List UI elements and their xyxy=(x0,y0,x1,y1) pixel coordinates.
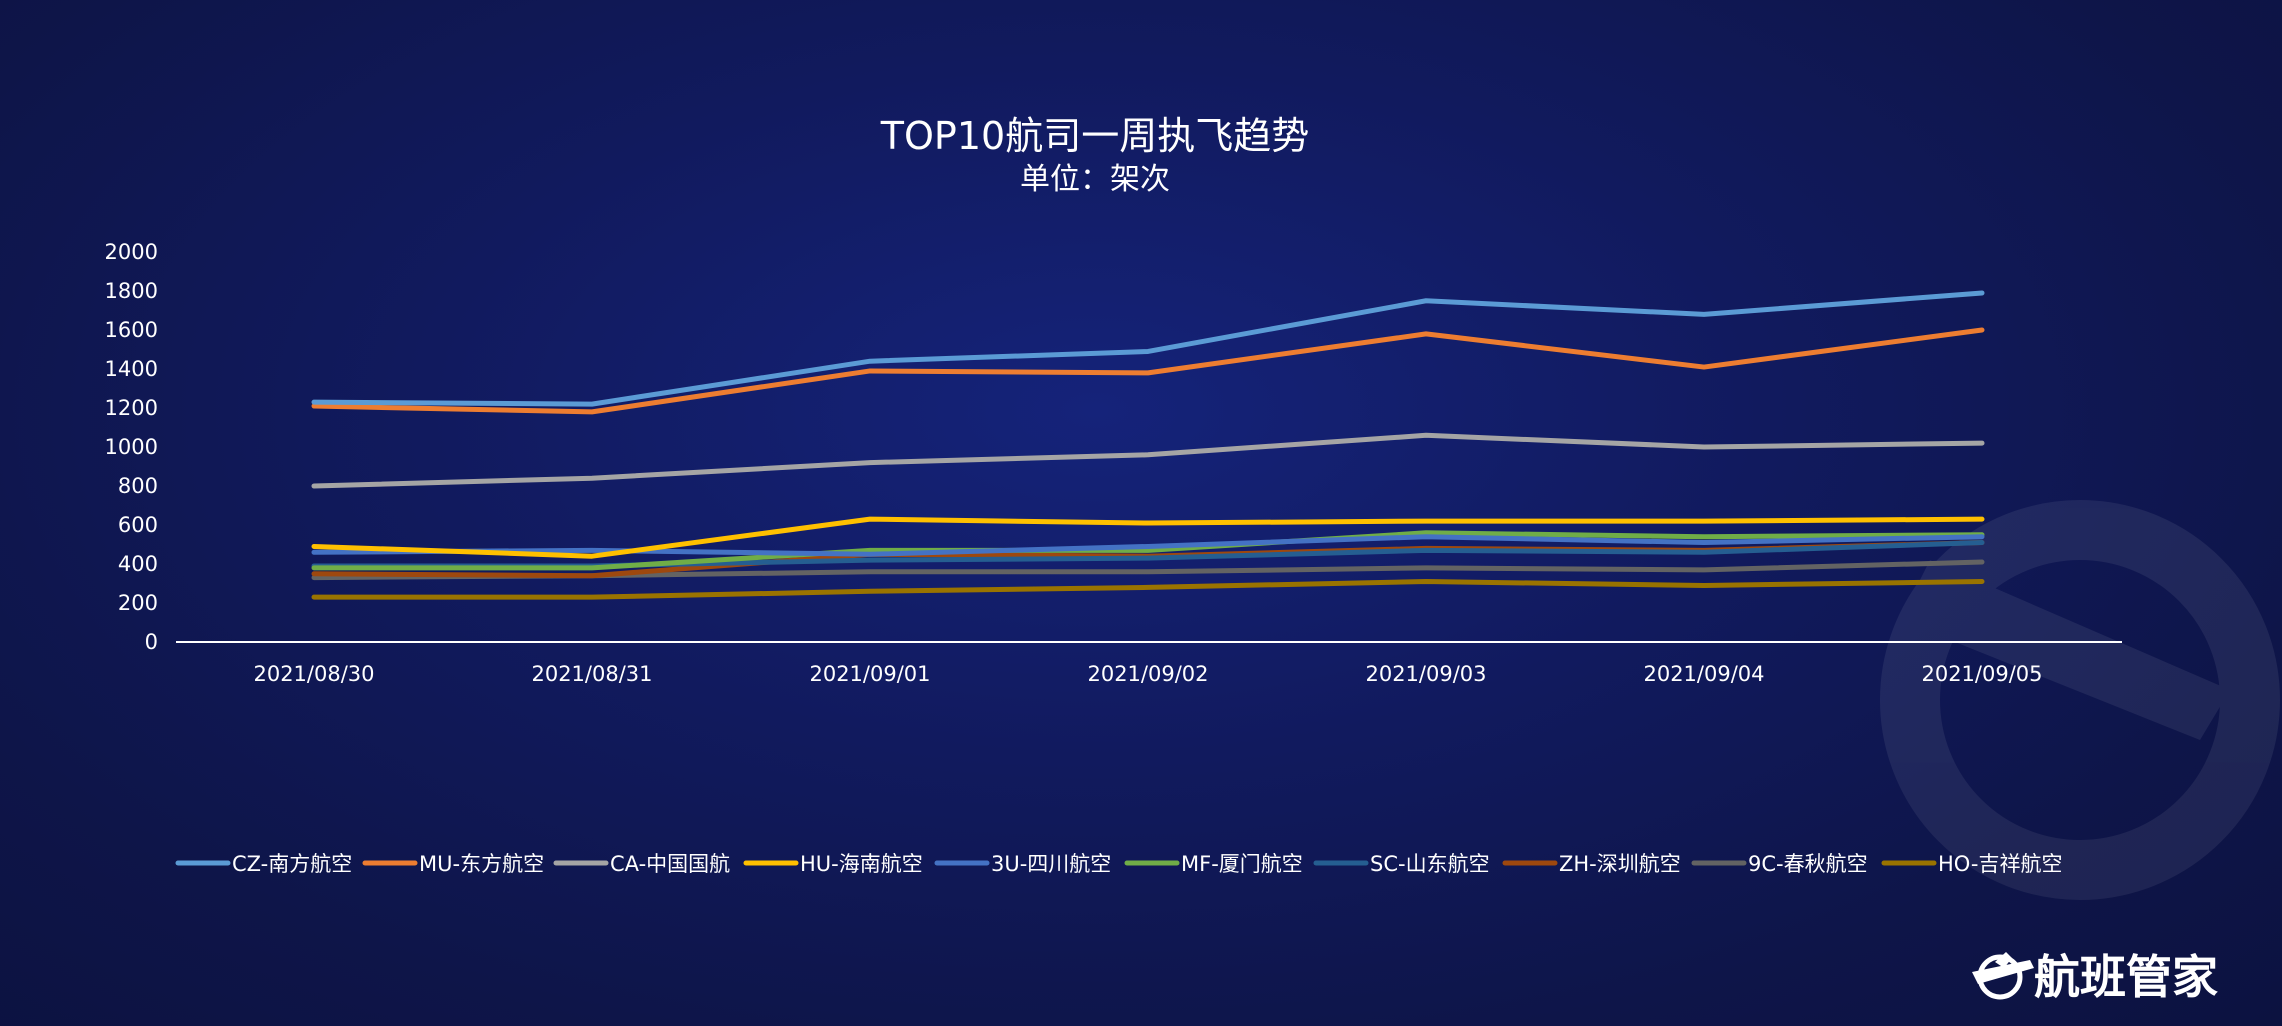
legend-item: CA-中国国航 xyxy=(553,852,730,876)
x-tick-label: 2021/09/04 xyxy=(1643,662,1764,686)
y-tick-label: 1400 xyxy=(105,357,158,381)
series-line xyxy=(311,579,1985,600)
y-tick-label: 1600 xyxy=(105,318,158,342)
legend-item: CZ-南方航空 xyxy=(175,852,352,876)
x-axis-ticks: 2021/08/30 2021/08/31 2021/09/01 2021/09/02… xyxy=(253,662,2042,686)
legend-label: MF-厦门航空 xyxy=(1181,852,1303,876)
series-line xyxy=(311,530,1985,571)
series-line xyxy=(311,432,1985,489)
legend-item: SC-山东航空 xyxy=(1313,852,1490,876)
chart-title: TOP10航司一周执飞趋势 xyxy=(880,114,1309,158)
y-tick-label: 1200 xyxy=(105,396,158,420)
x-tick-label: 2021/09/02 xyxy=(1087,662,1208,686)
brand-name: 航班管家 xyxy=(2034,950,2218,1004)
legend-label: 9C-春秋航空 xyxy=(1748,852,1868,876)
y-tick-label: 1000 xyxy=(105,435,158,459)
legend-label: HU-海南航空 xyxy=(800,852,923,876)
brand-logo: 航班管家 xyxy=(1972,950,2218,1004)
legend-label: SC-山东航空 xyxy=(1370,852,1490,876)
x-tick-label: 2021/08/31 xyxy=(531,662,652,686)
y-tick-label: 1800 xyxy=(105,279,158,303)
background-emblem-decoration xyxy=(1880,500,2280,900)
series-line xyxy=(311,327,1985,415)
y-tick-label: 800 xyxy=(118,474,158,498)
x-tick-label: 2021/09/01 xyxy=(809,662,930,686)
x-tick-label: 2021/08/30 xyxy=(253,662,374,686)
legend-item: 9C-春秋航空 xyxy=(1691,852,1868,876)
x-tick-label: 2021/09/05 xyxy=(1921,662,2042,686)
series-lines xyxy=(311,290,1985,600)
x-tick-label: 2021/09/03 xyxy=(1365,662,1486,686)
series-line xyxy=(311,290,1985,407)
y-tick-label: 2000 xyxy=(105,240,158,264)
series-line xyxy=(311,534,1985,557)
y-axis-ticks: 0 200 400 600 800 1000 1200 1400 1600 1800 2000 xyxy=(105,240,158,654)
legend-label: MU-东方航空 xyxy=(419,852,544,876)
legend-item: HU-海南航空 xyxy=(743,852,923,876)
legend-item: ZH-深圳航空 xyxy=(1502,852,1681,876)
y-tick-label: 600 xyxy=(118,513,158,537)
chart-subtitle: 单位：架次 xyxy=(1020,162,1170,197)
y-tick-label: 400 xyxy=(118,552,158,576)
legend-label: ZH-深圳航空 xyxy=(1559,852,1681,876)
legend-label: CZ-南方航空 xyxy=(232,852,352,876)
legend-label: 3U-四川航空 xyxy=(991,852,1111,876)
y-tick-label: 0 xyxy=(145,630,158,654)
legend-item: MF-厦门航空 xyxy=(1124,852,1303,876)
legend-item: 3U-四川航空 xyxy=(934,852,1111,876)
airplane-logo-icon xyxy=(1972,952,2034,1000)
legend-item: HO-吉祥航空 xyxy=(1881,852,2062,876)
legend-label: CA-中国国航 xyxy=(610,852,730,876)
legend-label: HO-吉祥航空 xyxy=(1938,852,2062,876)
y-tick-label: 200 xyxy=(118,591,158,615)
legend-item: MU-东方航空 xyxy=(362,852,544,876)
series-line xyxy=(311,516,1985,559)
legend: CZ-南方航空 MU-东方航空 CA-中国国航 HU-海南航空 3U-四川航空 MF-厦门… xyxy=(175,852,2062,876)
